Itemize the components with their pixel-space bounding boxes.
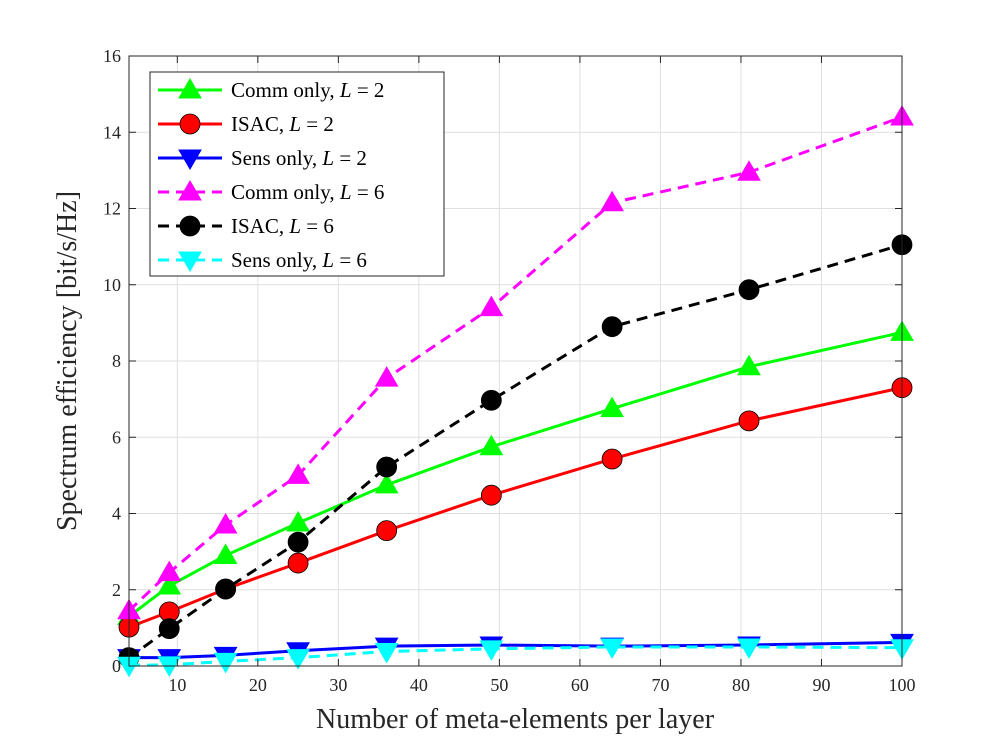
legend-entry: Comm only, L = 6 — [158, 180, 384, 204]
data-point — [600, 190, 624, 212]
legend-marker — [179, 113, 201, 135]
data-point — [737, 638, 761, 659]
legend-entry: Sens only, L = 2 — [158, 146, 367, 170]
series-5 — [117, 638, 914, 678]
y-tick-label: 16 — [103, 46, 121, 66]
legend-entry: Sens only, L = 6 — [158, 248, 367, 272]
data-point — [286, 511, 310, 532]
data-point — [286, 463, 310, 484]
data-point — [601, 448, 623, 470]
x-tick-label: 90 — [812, 675, 830, 695]
x-tick-label: 100 — [889, 675, 916, 695]
x-tick-label: 60 — [571, 675, 589, 695]
x-tick-label: 50 — [490, 675, 508, 695]
y-tick-label: 4 — [112, 504, 121, 524]
y-tick-label: 12 — [103, 199, 121, 219]
x-axis-label: Number of meta-elements per layer — [316, 704, 715, 735]
data-point — [374, 643, 399, 664]
legend-marker — [178, 78, 202, 99]
data-point — [480, 389, 502, 411]
x-tick-label: 40 — [410, 675, 428, 695]
x-tick-label: 20 — [249, 675, 267, 695]
series-3 — [117, 105, 914, 620]
series-4 — [118, 234, 913, 669]
data-point — [738, 279, 760, 301]
data-point — [480, 484, 502, 506]
data-point — [737, 160, 761, 181]
legend-label: Comm only, L = 6 — [231, 180, 384, 204]
data-point — [376, 520, 398, 542]
legend-label: Sens only, L = 2 — [231, 146, 367, 170]
y-tick-label: 10 — [103, 275, 121, 295]
ticks: 10 20 30 40 50 60 70 80 90 100 0 2 4 6 8 10 12 14 16 — [103, 46, 916, 695]
y-tick-label: 14 — [103, 122, 121, 142]
data-point — [157, 560, 182, 582]
x-tick-label: 30 — [329, 675, 347, 695]
legend-marker — [178, 180, 202, 201]
y-tick-label: 6 — [112, 427, 121, 447]
y-tick-label: 2 — [112, 580, 121, 600]
legend-label: ISAC, L = 6 — [231, 214, 334, 238]
legend: Comm only, L = 2 ISAC, L = 2 Sens only, L … — [149, 71, 445, 277]
data-point — [376, 456, 398, 478]
data-point — [374, 472, 399, 494]
series-line — [128, 243, 903, 659]
legend-box — [149, 71, 445, 277]
x-tick-label: 80 — [732, 675, 750, 695]
data-point — [600, 396, 624, 418]
data-point — [158, 618, 180, 640]
data-point — [286, 649, 310, 670]
x-tick-label: 70 — [651, 675, 669, 695]
data-point — [287, 531, 309, 553]
legend-entry: ISAC, L = 6 — [158, 214, 334, 238]
legend-marker — [178, 251, 202, 272]
data-point — [287, 552, 309, 574]
legend-entry: ISAC, L = 2 — [158, 112, 334, 136]
data-point — [157, 573, 182, 595]
legend-entry: Comm only, L = 2 — [158, 78, 384, 102]
y-tick-label: 8 — [112, 351, 121, 371]
series-1 — [118, 377, 913, 638]
data-point — [600, 638, 624, 659]
data-point — [601, 316, 623, 338]
legend-marker — [178, 149, 202, 170]
data-point — [213, 512, 238, 534]
legend-marker — [179, 215, 201, 237]
x-tick-label: 10 — [168, 675, 186, 695]
data-point — [479, 295, 504, 317]
series-layer — [117, 105, 914, 678]
data-point — [215, 578, 237, 600]
data-point — [479, 434, 504, 456]
legend-label: ISAC, L = 2 — [231, 112, 334, 136]
legend-label: Comm only, L = 2 — [231, 78, 384, 102]
data-point — [213, 652, 238, 674]
data-point — [374, 366, 399, 387]
y-tick-label: 0 — [112, 656, 121, 676]
legend-label: Sens only, L = 6 — [231, 248, 367, 272]
y-axis-label: Spectrum efficiency [bit/s/Hz] — [52, 191, 83, 531]
data-point — [479, 640, 504, 661]
data-point — [213, 543, 238, 564]
data-point — [738, 410, 760, 432]
data-point — [737, 354, 761, 376]
